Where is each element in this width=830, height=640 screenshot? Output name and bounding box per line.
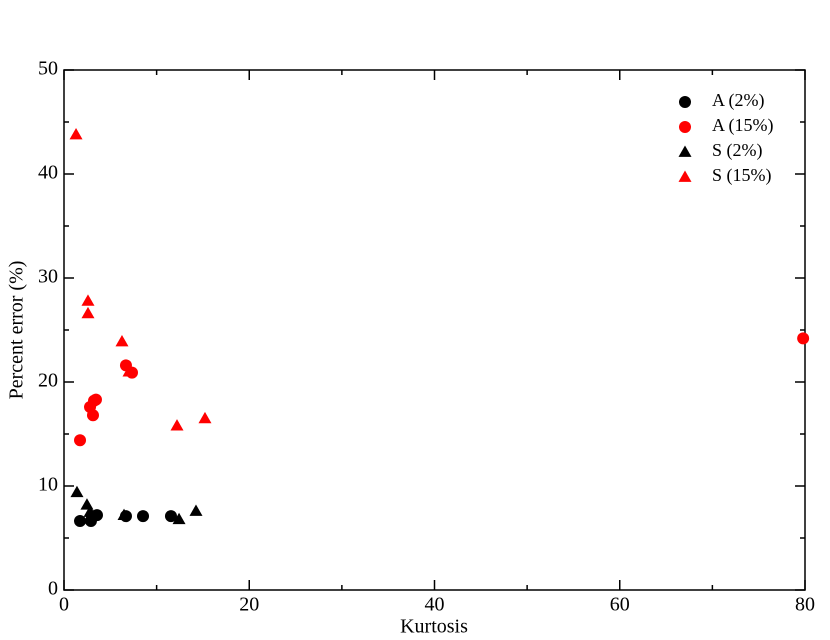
data-point bbox=[80, 498, 94, 510]
legend-label: S (2%) bbox=[712, 140, 763, 161]
y-axis-title: Percent error (%) bbox=[6, 261, 28, 400]
legend-marker bbox=[678, 145, 692, 157]
x-tick-label: 40 bbox=[425, 594, 445, 616]
x-tick-label: 20 bbox=[239, 594, 259, 616]
data-point bbox=[70, 485, 84, 498]
data-point bbox=[198, 411, 212, 424]
y-tick-label: 40 bbox=[38, 162, 58, 184]
data-point bbox=[117, 508, 131, 520]
data-point bbox=[69, 127, 83, 140]
y-tick-label: 30 bbox=[38, 266, 58, 288]
data-point bbox=[170, 419, 184, 431]
data-point bbox=[86, 409, 99, 422]
data-point bbox=[81, 294, 95, 306]
legend-label: A (2%) bbox=[712, 90, 765, 111]
data-point bbox=[189, 504, 203, 516]
legend-marker bbox=[679, 96, 691, 108]
x-tick-label: 80 bbox=[795, 594, 815, 616]
legend-label: S (15%) bbox=[712, 165, 772, 186]
legend-marker bbox=[679, 121, 691, 133]
data-point bbox=[81, 306, 95, 319]
x-axis-title: Kurtosis bbox=[400, 616, 468, 638]
x-tick-label: 60 bbox=[610, 594, 630, 616]
y-tick-label: 10 bbox=[38, 474, 58, 496]
data-point bbox=[90, 509, 103, 522]
data-point bbox=[137, 510, 150, 523]
data-point bbox=[172, 512, 186, 525]
data-point bbox=[89, 393, 102, 406]
data-point bbox=[797, 332, 810, 345]
x-tick-label: 0 bbox=[59, 594, 69, 616]
data-point bbox=[74, 515, 87, 528]
data-point bbox=[74, 434, 87, 447]
y-tick-label: 20 bbox=[38, 370, 58, 392]
legend-label: A (15%) bbox=[712, 115, 774, 136]
data-point bbox=[164, 510, 177, 523]
y-tick-label: 50 bbox=[38, 58, 58, 80]
data-point bbox=[122, 365, 136, 377]
data-point bbox=[115, 334, 129, 347]
y-tick-label: 0 bbox=[48, 578, 58, 600]
legend-marker bbox=[678, 170, 692, 182]
data-point bbox=[83, 505, 97, 517]
